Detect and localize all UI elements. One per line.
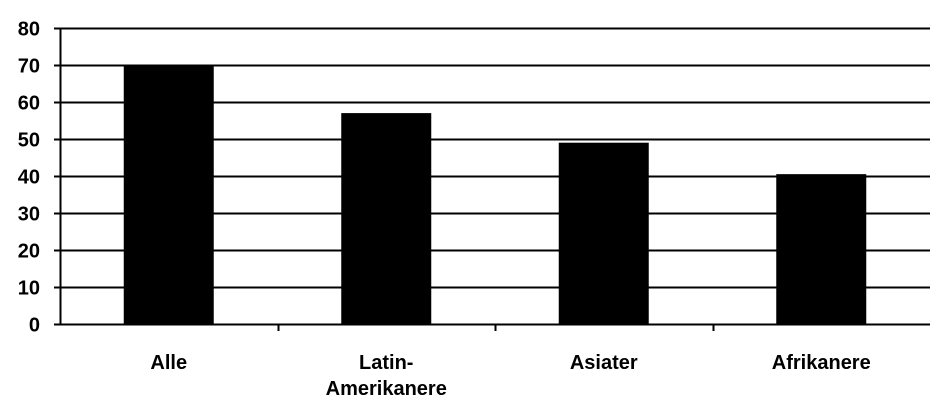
x-tick-label-line: Afrikanere (772, 352, 871, 374)
y-tick-label-0: 0 (29, 315, 40, 337)
x-tick-label-line: Amerikanere (326, 378, 447, 400)
y-tick-label-40: 40 (18, 167, 40, 189)
bar-1 (341, 113, 432, 324)
x-tick-label-2: Asiater (570, 352, 638, 374)
x-tick-label-line: Asiater (570, 352, 638, 374)
y-tick-label-70: 70 (18, 56, 40, 78)
x-tick-label-line: Latin- (359, 352, 413, 374)
x-tick-label-3: Afrikanere (772, 352, 871, 374)
bar-0 (123, 65, 214, 324)
bar-3 (776, 174, 867, 324)
y-tick-label-50: 50 (18, 130, 40, 152)
y-tick-label-20: 20 (18, 241, 40, 263)
y-tick-label-10: 10 (18, 278, 40, 300)
axes (54, 27, 930, 331)
x-tick-label-0: Alle (150, 352, 187, 374)
x-tick-label-1: Latin- Amerikanere (326, 352, 447, 400)
y-tick-label-60: 60 (18, 93, 40, 115)
y-tick-labels: 0 10 20 30 40 50 60 70 80 (18, 19, 40, 337)
y-tick-label-30: 30 (18, 204, 40, 226)
bar-2 (558, 142, 649, 324)
y-tick-label-80: 80 (18, 19, 40, 41)
bars (123, 65, 867, 324)
x-tick-label-line: Alle (150, 352, 187, 374)
x-tick-labels: Alle Latin- Amerikanere Asiater Afrikanere (150, 352, 870, 400)
